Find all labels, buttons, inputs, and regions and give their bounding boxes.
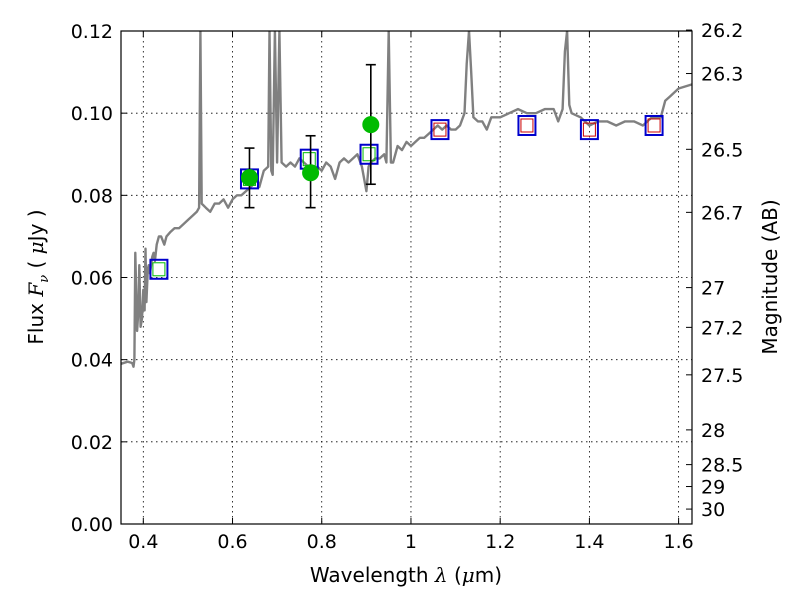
plot-area: [121, 31, 692, 368]
y-tick-label: 0.08: [71, 185, 113, 207]
right-tick-label: 27.5: [701, 365, 743, 387]
model-point-inner: [362, 147, 376, 162]
right-tick-label: 30: [701, 499, 725, 521]
grid-lines: [121, 31, 692, 524]
right-tick-label: 28.5: [701, 455, 743, 477]
model-spectrum-line: [121, 31, 692, 368]
right-tick-label: 26.2: [701, 20, 743, 42]
axes: 0.4 0.6 0.8 1 1.2 1.4 1.6 0.00 0.02 0.04 0.06 0.08 0…: [71, 20, 744, 553]
y-tick-label: 0.02: [71, 432, 113, 454]
y-tick-label: 0.00: [71, 514, 113, 536]
right-axis-label: Magnitude (AB): [758, 199, 782, 354]
model-point-inner: [582, 122, 596, 137]
right-tick-label: 27.2: [701, 317, 743, 339]
model-point-square: [579, 119, 599, 141]
observed-point: [240, 169, 258, 187]
model-point-inner: [520, 118, 534, 133]
x-tick-label: 1.2: [485, 531, 515, 553]
x-tick-label: 0.4: [128, 531, 158, 553]
x-axis-label: Wavelength λ (μm): [310, 563, 502, 587]
model-point-square: [517, 114, 537, 136]
observed-point: [362, 116, 380, 134]
x-tick-label: 0.6: [217, 531, 247, 553]
y-tick-label: 0.12: [71, 21, 113, 43]
right-tick-label: 27: [701, 278, 725, 300]
observed-point: [302, 164, 320, 182]
model-point-inner: [433, 122, 447, 137]
x-tick-label: 1.6: [664, 531, 694, 553]
right-tick-label: 26.5: [701, 139, 743, 161]
model-point-inner: [152, 262, 166, 277]
y-tick-label: 0.10: [71, 103, 113, 125]
y-tick-label: 0.04: [71, 350, 113, 372]
model-point-square: [430, 119, 450, 141]
model-point-square: [644, 114, 664, 136]
right-tick-label: 26.3: [701, 64, 743, 86]
right-tick-label: 28: [701, 420, 725, 442]
right-tick-label: 26.7: [701, 202, 743, 224]
model-point-square: [359, 143, 379, 165]
x-tick-label: 1.4: [574, 531, 604, 553]
right-tick-label: 29: [701, 477, 725, 499]
y-axis-label: Flux Fν ( μJy ): [24, 209, 52, 344]
x-tick-label: 0.8: [307, 531, 337, 553]
y-tick-label: 0.06: [71, 268, 113, 290]
x-tick-label: 1: [405, 531, 417, 553]
model-point-inner: [647, 118, 661, 133]
model-point-square: [149, 258, 169, 280]
